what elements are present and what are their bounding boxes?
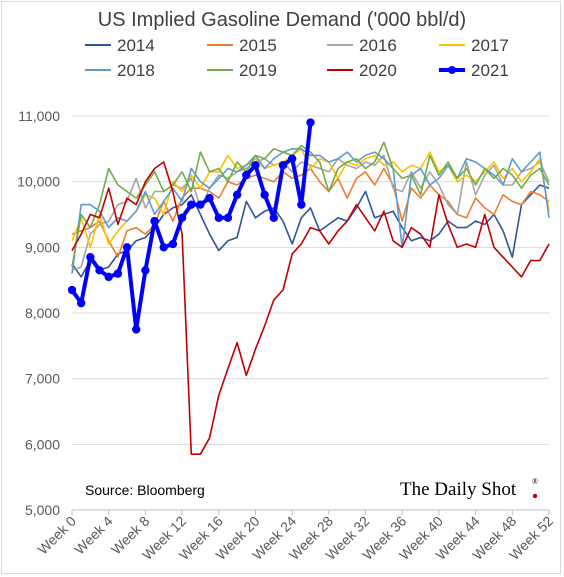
brand-registered-mark: ® bbox=[532, 477, 538, 486]
data-point-2021 bbox=[132, 325, 141, 334]
data-point-2021 bbox=[306, 118, 315, 127]
data-point-2021 bbox=[122, 243, 132, 252]
y-tick-label: 7,000 bbox=[25, 371, 60, 387]
series-lines bbox=[67, 118, 550, 456]
legend-label: 2015 bbox=[239, 36, 277, 55]
data-point-2021 bbox=[76, 298, 86, 308]
data-point-2021 bbox=[223, 213, 233, 222]
data-point-2021 bbox=[150, 216, 159, 226]
source-note: Source: Bloomberg bbox=[85, 482, 205, 498]
data-point-2021 bbox=[86, 252, 95, 262]
x-tick-label: Week 0 bbox=[34, 513, 79, 558]
data-point-2021 bbox=[297, 200, 306, 209]
data-point-2021 bbox=[113, 269, 123, 278]
data-point-2021 bbox=[242, 170, 251, 180]
data-point-2021 bbox=[232, 190, 242, 199]
legend-marker bbox=[448, 66, 456, 74]
data-point-2021 bbox=[187, 200, 196, 209]
series-line-2018 bbox=[71, 148, 550, 274]
legend-label: 2014 bbox=[117, 36, 155, 55]
data-point-2021 bbox=[287, 154, 297, 163]
series-line-2020 bbox=[71, 161, 550, 456]
data-point-2021 bbox=[269, 213, 279, 222]
data-point-2021 bbox=[196, 200, 205, 209]
y-tick-label: 5,000 bbox=[25, 502, 60, 518]
series-line-2016 bbox=[71, 154, 550, 272]
brand-dot-icon bbox=[532, 493, 538, 499]
data-point-2021 bbox=[251, 161, 260, 170]
legend-label: 2020 bbox=[359, 61, 397, 80]
y-axis-tick-labels: 5,000 6,000 7,000 8,000 9,000 10,000 11,000 bbox=[17, 108, 60, 518]
data-point-2021 bbox=[67, 285, 77, 295]
series-line-2019 bbox=[71, 141, 550, 268]
y-tick-label: 8,000 bbox=[25, 305, 60, 321]
legend: 2014 2015 2016 2017 2018 2019 2020 2021 bbox=[85, 36, 509, 80]
data-point-2021 bbox=[214, 213, 223, 222]
y-tick-label: 10,000 bbox=[17, 174, 60, 190]
legend-label: 2018 bbox=[117, 61, 155, 80]
y-tick-label: 9,000 bbox=[25, 239, 60, 255]
data-point-2021 bbox=[141, 266, 150, 275]
chart-title: US Implied Gasoline Demand ('000 bbl/d) bbox=[98, 9, 466, 31]
x-tick-label: Week 4 bbox=[71, 513, 116, 558]
y-tick-label: 6,000 bbox=[25, 436, 60, 452]
legend-label: 2019 bbox=[239, 61, 277, 80]
data-point-2021 bbox=[159, 243, 168, 252]
data-point-2021 bbox=[168, 239, 178, 249]
data-point-2021 bbox=[278, 161, 288, 170]
y-tick-label: 11,000 bbox=[18, 108, 60, 124]
x-axis bbox=[71, 509, 550, 515]
gridlines bbox=[72, 115, 549, 511]
data-point-2021 bbox=[177, 213, 187, 222]
data-point-2021 bbox=[95, 266, 104, 275]
legend-label: 2017 bbox=[471, 36, 509, 55]
data-point-2021 bbox=[260, 190, 269, 199]
brand-logo: The Daily Shot bbox=[400, 479, 517, 500]
legend-label: 2016 bbox=[359, 36, 397, 55]
legend-label: 2021 bbox=[471, 61, 509, 80]
data-point-2021 bbox=[104, 272, 113, 282]
series-line-2017 bbox=[71, 148, 550, 249]
data-point-2021 bbox=[205, 193, 214, 203]
